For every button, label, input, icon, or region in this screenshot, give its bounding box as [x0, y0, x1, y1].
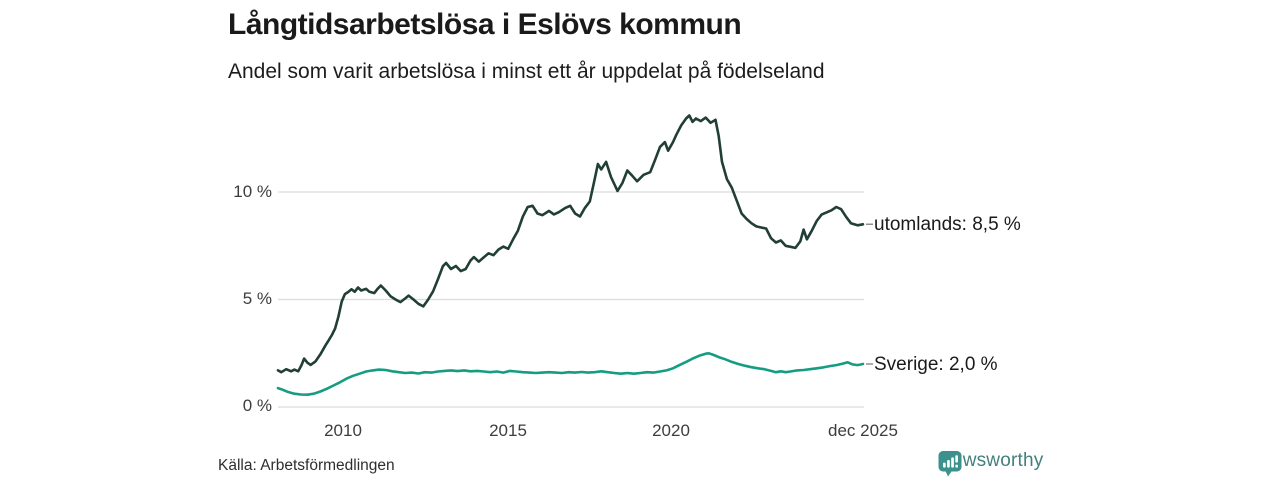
brand-name: Newsworthy	[938, 450, 1044, 471]
x-tick-2015: 2015	[489, 421, 527, 440]
x-tick-2020: 2020	[652, 421, 690, 440]
series-line-utomlands	[276, 114, 865, 374]
chart-subtitle: Andel som varit arbetslösa i minst ett å…	[228, 60, 825, 83]
newsworthy-logo-icon	[938, 451, 962, 477]
y-tick-5: 5 %	[242, 289, 272, 308]
series-line-sverige	[276, 351, 865, 397]
x-tick-dec-2025: dec 2025	[828, 421, 898, 440]
brand-lockup: Newsworthy	[938, 450, 1044, 477]
source-attribution: Källa: Arbetsförmedlingen	[218, 457, 395, 474]
series-label-sverige: Sverige: 2,0 %	[874, 354, 998, 375]
page-title: Långtidsarbetslösa i Eslövs kommun	[228, 8, 742, 41]
series-label-utomlands: utomlands: 8,5 %	[874, 214, 1021, 235]
y-tick-0: 0 %	[242, 396, 272, 415]
y-tick-10: 10 %	[233, 182, 272, 201]
x-tick-2010: 2010	[324, 421, 362, 440]
